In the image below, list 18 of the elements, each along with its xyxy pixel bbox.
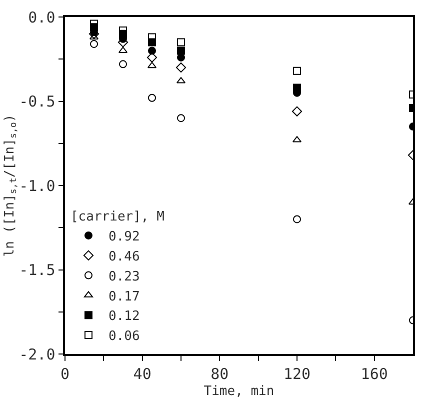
x-tick-label: 40 (133, 364, 152, 383)
x-tick-label: 160 (360, 364, 388, 383)
legend-label: 0.92 (108, 230, 140, 245)
x-tick-label: 0 (60, 364, 70, 383)
x-tick-label: 120 (283, 364, 311, 383)
legend-label: 0.46 (108, 249, 140, 264)
legend-label: 0.06 (108, 329, 140, 344)
y-tick-label: -1.0 (19, 176, 56, 195)
x-tick-label: 80 (210, 364, 229, 383)
legend-title: [carrier], M (70, 210, 165, 225)
y-tick-label: -2.0 (19, 345, 56, 364)
legend-label: 0.12 (108, 309, 140, 324)
y-tick-label: 0.0 (28, 8, 56, 26)
legend-label: 0.17 (108, 289, 140, 304)
legend-label: 0.23 (108, 269, 140, 284)
y-tick-label: -1.5 (19, 261, 56, 279)
x-axis-title: Time, min (204, 384, 274, 399)
y-tick-label: -0.5 (19, 92, 56, 110)
